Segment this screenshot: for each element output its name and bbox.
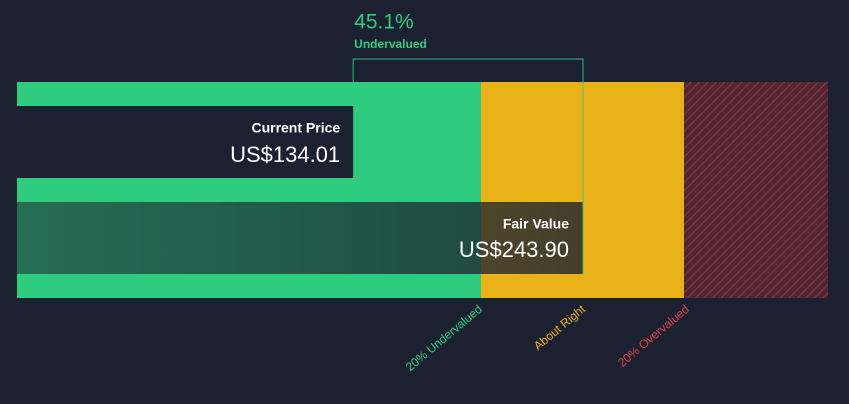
fair-value-bar: [17, 202, 583, 274]
discount-value: 45.1%: [354, 11, 414, 34]
current-price-bar: [17, 106, 354, 178]
current-price-value: US$134.01: [230, 142, 340, 167]
discount-bracket: [352, 58, 584, 274]
zone-label: About Right: [531, 302, 589, 353]
fair-value-value: US$243.90: [459, 237, 569, 262]
overvalued-zone: [684, 82, 828, 298]
zone-label: 20% Overvalued: [615, 302, 692, 370]
current-price-label: Current Price: [251, 120, 340, 136]
fair-value-label: Fair Value: [503, 216, 569, 232]
zone-label: 20% Undervalued: [403, 302, 485, 374]
discount-label: Undervalued: [354, 37, 427, 51]
